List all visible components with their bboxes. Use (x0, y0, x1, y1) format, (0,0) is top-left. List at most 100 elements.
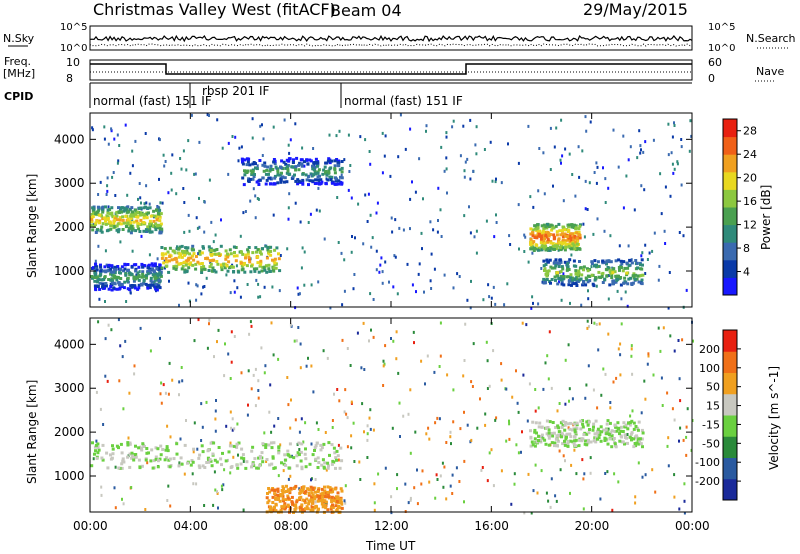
scatter-cell (526, 419, 529, 423)
feature-cell (574, 269, 578, 273)
feature-cell (174, 257, 178, 261)
feature-cell (201, 464, 205, 468)
feature-cell (621, 440, 625, 444)
feature-cell (152, 219, 156, 223)
feature-cell (130, 206, 134, 210)
feature-cell (572, 422, 576, 426)
scatter-cell (434, 421, 437, 425)
scatter-cell (346, 445, 349, 449)
feature-cell (561, 419, 565, 423)
scatter-cell (213, 470, 216, 474)
feature-cell (529, 444, 533, 448)
feature-cell (283, 176, 287, 180)
scatter-cell (559, 158, 562, 162)
scatter-cell (254, 404, 257, 408)
feature-cell (567, 279, 571, 283)
scatter-cell (622, 206, 625, 210)
feature-cell (558, 258, 562, 262)
scatter-cell (231, 417, 234, 421)
feature-cell (562, 275, 566, 278)
feature-cell (556, 244, 560, 248)
feature-cell (261, 460, 265, 464)
feature-cell (556, 282, 560, 286)
scatter-cell (287, 217, 290, 221)
scatter-cell (451, 492, 454, 495)
feature-cell (202, 246, 205, 250)
scatter-cell (673, 124, 676, 127)
scatter-cell (270, 430, 273, 434)
feature-cell (593, 259, 597, 263)
scatter-cell (659, 349, 662, 353)
scatter-cell (159, 392, 162, 396)
feature-cell (272, 266, 276, 270)
feature-cell (111, 279, 115, 283)
feature-cell (549, 241, 553, 245)
feature-cell (529, 242, 533, 246)
feature-cell (295, 500, 299, 504)
scatter-cell (524, 235, 527, 239)
scatter-cell (117, 318, 120, 322)
feature-cell (340, 506, 344, 510)
feature-cell (574, 444, 577, 448)
feature-cell (91, 228, 95, 232)
scatter-cell (564, 147, 567, 151)
scatter-cell (254, 367, 257, 371)
scatter-cell (289, 474, 292, 478)
scatter-cell (472, 342, 475, 346)
feature-cell (536, 224, 540, 228)
feature-cell (130, 451, 134, 455)
scatter-cell (104, 374, 107, 378)
scatter-cell (630, 354, 633, 358)
scatter-cell (203, 504, 206, 507)
cpid-panel: CPID normal (fast) 151 IF rbsp 201 IF no… (4, 82, 692, 108)
feature-cell (635, 436, 639, 440)
scatter-cell (667, 464, 670, 468)
scatter-cell (254, 216, 257, 220)
scatter-cell (646, 258, 649, 261)
feature-cell (570, 278, 574, 282)
feature-cell (246, 250, 250, 254)
feature-cell (124, 221, 128, 225)
feature-cell (243, 270, 247, 274)
feature-cell (130, 285, 134, 289)
feature-cell (175, 260, 179, 264)
feature-cell (134, 215, 138, 219)
scatter-cell (354, 236, 356, 240)
feature-cell (126, 221, 130, 225)
scatter-cell (678, 439, 680, 443)
scatter-cell (112, 171, 115, 174)
scatter-cell (214, 417, 217, 421)
scatter-cell (304, 421, 307, 425)
feature-cell (301, 489, 304, 493)
scatter-cell (315, 208, 318, 212)
scatter-cell (92, 223, 95, 227)
scatter-cell (407, 412, 410, 416)
feature-cell (253, 457, 257, 461)
feature-cell (96, 280, 99, 284)
feature-cell (148, 224, 152, 228)
feature-cell (600, 275, 604, 278)
scatter-cell (475, 251, 478, 255)
feature-cell (323, 489, 327, 493)
feature-cell (577, 233, 581, 236)
scatter-cell (529, 195, 532, 199)
feature-cell (288, 172, 292, 176)
scatter-cell (463, 459, 466, 463)
scatter-cell (451, 473, 454, 477)
feature-cell (254, 166, 257, 170)
feature-cell (126, 217, 130, 221)
scatter-cell (263, 371, 266, 375)
feature-cell (541, 229, 545, 233)
feature-cell (578, 278, 582, 282)
feature-cell (573, 430, 577, 434)
feature-cell (605, 262, 608, 266)
scatter-cell (438, 365, 441, 368)
scatter-cell (558, 280, 560, 284)
feature-cell (304, 447, 307, 451)
feature-cell (101, 222, 105, 226)
feature-cell (630, 419, 634, 423)
nsky-label: N.Sky (3, 32, 35, 45)
feature-cell (609, 260, 613, 264)
feature-cell (117, 267, 121, 271)
scatter-cell (358, 460, 361, 464)
